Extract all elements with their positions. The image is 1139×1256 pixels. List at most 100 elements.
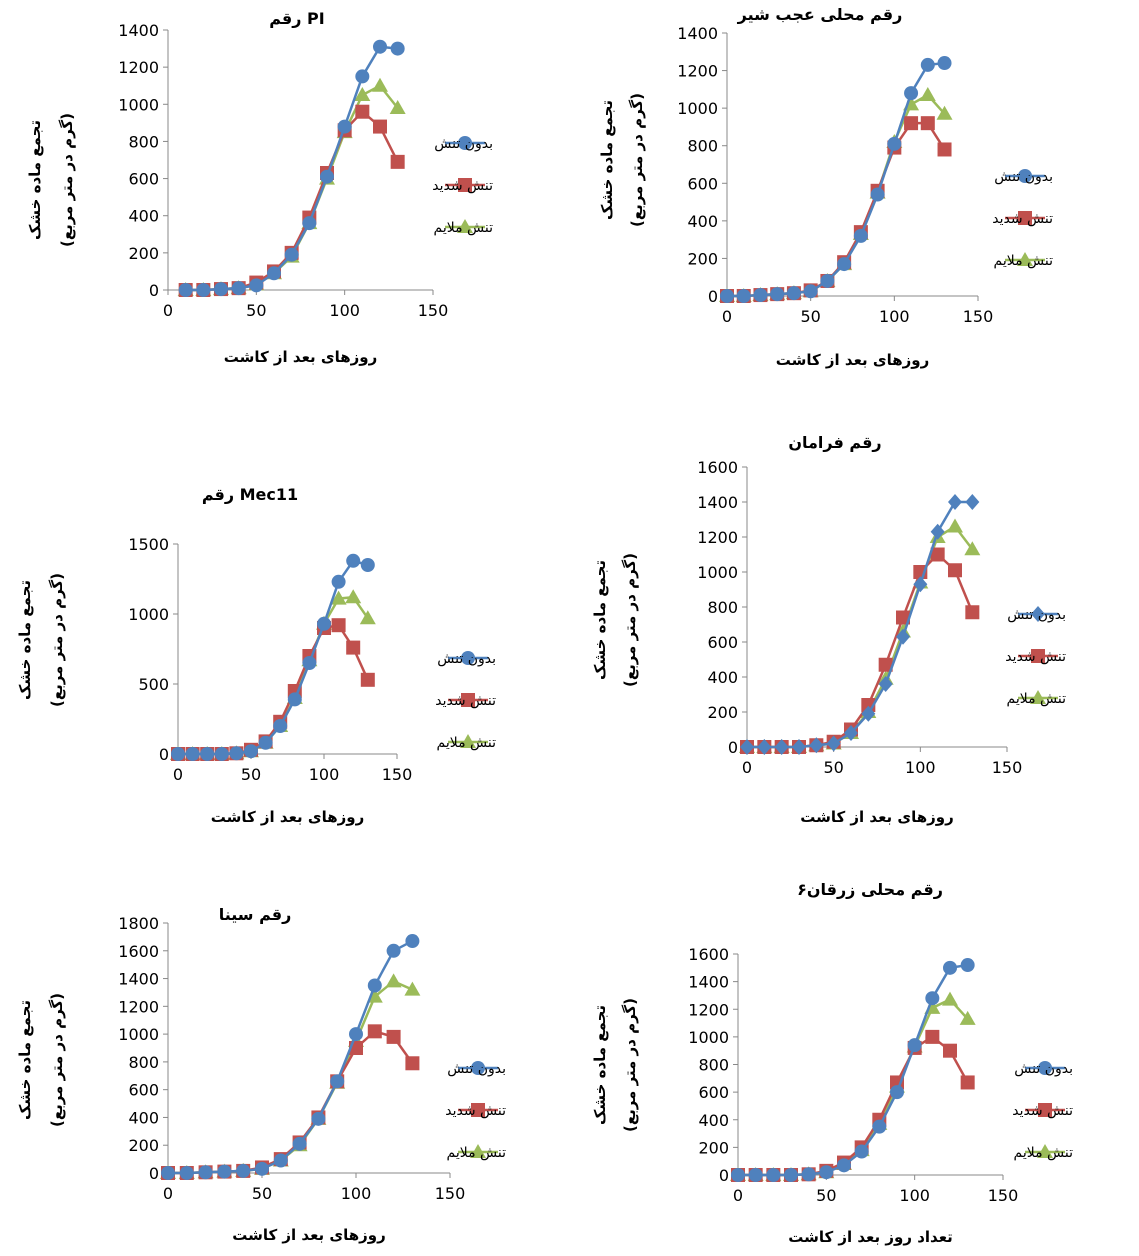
data-point bbox=[809, 737, 824, 754]
data-point bbox=[311, 1111, 326, 1126]
data-point bbox=[258, 735, 273, 750]
y-tick-label: 600 bbox=[128, 170, 159, 189]
y-axis-label-unit: (گرم در متر مربع) bbox=[628, 93, 646, 227]
x-tick-label: 150 bbox=[382, 765, 413, 784]
x-axis-label: روزهای بعد از کاشت bbox=[776, 351, 930, 369]
series-line bbox=[168, 939, 413, 1175]
data-point bbox=[930, 523, 945, 540]
legend-item: بدون تنش bbox=[1007, 606, 1066, 623]
legend-item: تنش ملایم bbox=[1007, 690, 1067, 707]
y-tick-label: 1400 bbox=[677, 24, 718, 43]
y-axis-label-unit: (گرم در متر مربع) bbox=[621, 998, 639, 1132]
legend-item: بدون تنش bbox=[994, 169, 1053, 185]
y-tick-label: 1000 bbox=[118, 1025, 159, 1044]
y-axis-label: تجمع ماده خشک bbox=[16, 1000, 34, 1120]
data-point bbox=[896, 628, 910, 645]
series bbox=[720, 116, 952, 303]
data-point bbox=[404, 981, 421, 996]
data-point bbox=[731, 1168, 745, 1182]
legend-label: بدون تنش bbox=[1007, 607, 1066, 623]
series bbox=[730, 991, 976, 1181]
chart-1: 0 200 400 600 800 1000 1200 1400 0 50 100 150 رقم PI… bbox=[26, 9, 493, 366]
data-point bbox=[355, 69, 370, 84]
data-point bbox=[171, 747, 185, 761]
x-tick-label: 0 bbox=[163, 1184, 173, 1203]
y-tick-label: 1400 bbox=[118, 970, 159, 989]
data-point bbox=[786, 286, 801, 301]
y-axis-label: تجمع ماده خشک bbox=[26, 120, 44, 240]
data-point bbox=[890, 1085, 904, 1100]
chart-title: رقم محلی عجب شیر bbox=[737, 5, 903, 24]
x-axis-label: روزهای بعد از کاشت bbox=[224, 348, 378, 366]
series bbox=[161, 934, 420, 1180]
legend-item: تنش شدید bbox=[445, 1103, 506, 1119]
y-tick-label: 800 bbox=[687, 137, 718, 156]
series bbox=[731, 958, 975, 1182]
legend-label: بدون تنش bbox=[1014, 1061, 1073, 1077]
data-point bbox=[965, 494, 980, 510]
data-point bbox=[801, 1167, 816, 1182]
x-axis-label: روزهای بعد از کاشت bbox=[232, 1226, 386, 1244]
legend-label: تنش ملایم bbox=[447, 1145, 507, 1161]
data-point bbox=[887, 136, 902, 151]
legend-marker bbox=[1031, 606, 1045, 622]
chart-title: رقم PI bbox=[269, 9, 324, 28]
y-tick-label: 1200 bbox=[697, 528, 738, 547]
data-point bbox=[872, 1119, 887, 1134]
chart-3: 0 500 1000 1500 0 50 100 150 رقم Mec11 روزهای بعد… bbox=[16, 485, 496, 826]
data-point bbox=[853, 228, 868, 243]
data-point bbox=[766, 1168, 781, 1182]
y-tick-label: 1200 bbox=[118, 997, 159, 1016]
y-tick-label: 0 bbox=[719, 1166, 729, 1185]
data-point bbox=[385, 973, 402, 988]
y-tick-label: 400 bbox=[687, 212, 718, 231]
data-point bbox=[861, 705, 876, 722]
data-point bbox=[913, 576, 928, 593]
y-tick-label: 1500 bbox=[128, 535, 169, 554]
y-tick-label: 200 bbox=[687, 249, 718, 268]
data-point bbox=[267, 266, 281, 281]
x-tick-label: 0 bbox=[742, 758, 752, 777]
legend-label: تنش ملایم bbox=[1007, 691, 1067, 707]
x-tick-label: 150 bbox=[418, 301, 449, 320]
y-tick-label: 1600 bbox=[118, 942, 159, 961]
data-point bbox=[920, 57, 935, 72]
data-point bbox=[217, 1164, 232, 1179]
x-tick-label: 50 bbox=[800, 307, 820, 326]
data-point bbox=[854, 1144, 869, 1159]
legend-item: بدون تنش bbox=[1014, 1061, 1073, 1077]
x-tick-label: 150 bbox=[963, 307, 994, 326]
legend-label: تنش ملایم bbox=[1014, 1145, 1074, 1161]
data-point bbox=[359, 610, 376, 625]
data-point bbox=[925, 991, 940, 1006]
data-point bbox=[948, 563, 962, 578]
data-point bbox=[346, 553, 361, 568]
legend-marker bbox=[471, 1103, 485, 1117]
y-tick-label: 1200 bbox=[688, 1000, 729, 1019]
y-tick-label: 0 bbox=[159, 745, 169, 764]
data-point bbox=[904, 116, 919, 131]
legend-label: تنش شدید bbox=[992, 211, 1053, 227]
data-point bbox=[249, 278, 264, 293]
data-point bbox=[948, 494, 962, 510]
legend-marker bbox=[1038, 1103, 1052, 1117]
y-tick-label: 1200 bbox=[677, 62, 718, 81]
legend-marker bbox=[458, 136, 472, 150]
data-point bbox=[302, 216, 317, 231]
data-point bbox=[161, 1166, 175, 1180]
data-point bbox=[792, 739, 806, 755]
series bbox=[740, 494, 980, 755]
x-tick-label: 100 bbox=[329, 301, 360, 320]
data-point bbox=[284, 247, 299, 262]
data-point bbox=[753, 288, 768, 303]
data-point bbox=[844, 725, 858, 741]
x-tick-label: 0 bbox=[173, 765, 183, 784]
x-axis-label: روزهای بعد از کاشت bbox=[800, 808, 954, 826]
y-tick-label: 1400 bbox=[118, 21, 159, 40]
y-tick-label: 1600 bbox=[688, 945, 729, 964]
data-point bbox=[770, 287, 785, 302]
data-point bbox=[179, 1166, 194, 1180]
data-point bbox=[959, 1010, 976, 1025]
y-tick-label: 1000 bbox=[118, 95, 159, 114]
y-tick-label: 1800 bbox=[118, 914, 159, 933]
